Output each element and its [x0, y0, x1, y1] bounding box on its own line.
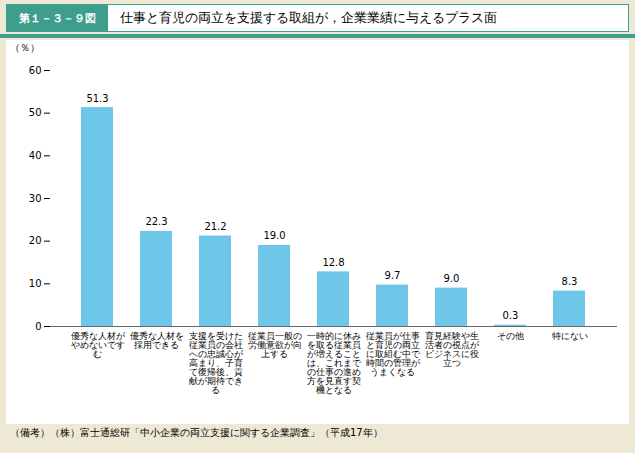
svg-text:0.3: 0.3: [503, 310, 519, 321]
svg-text:支援を受けた従業員の会社への忠誠心が高まり、子育て復帰後、貢: 支援を受けた従業員の会社への忠誠心が高まり、子育て復帰後、貢献が期待できる: [189, 331, 244, 395]
svg-text:8.3: 8.3: [562, 276, 578, 287]
svg-text:0: 0: [35, 321, 41, 332]
svg-text:（％）: （％）: [10, 42, 40, 53]
svg-text:10: 10: [29, 278, 42, 289]
html-text:（備考）（株）富士通総研「中小企業の両立支援に関する企業調査: （備考）（株）富士通総研「中小企業の両立支援に関する企業調査」（平成17年）: [10, 427, 383, 438]
svg-text:12.8: 12.8: [322, 257, 344, 268]
svg-text:育見経験や生活者の視点がビジネスに役立つ: 育見経験や生活者の視点がビジネスに役立つ: [425, 331, 480, 368]
svg-text:30: 30: [29, 193, 42, 204]
svg-text:40: 40: [29, 150, 42, 161]
svg-text:20: 20: [29, 235, 42, 246]
html-text:仕事と育児の両立を支援する取組が，企業業績に与えるプラス面: 仕事と育児の両立を支援する取組が，企業業績に与えるプラス面: [120, 10, 497, 25]
svg-text:51.3: 51.3: [86, 93, 108, 104]
svg-text:従業員が仕事と育児の両立に取組む中で時間の管理がうまくなる: 従業員が仕事と育児の両立に取組む中で時間の管理がうまくなる: [366, 331, 421, 377]
html-text:第１－３－９図: 第１－３－９図: [19, 11, 96, 25]
svg-text:9.7: 9.7: [385, 270, 401, 281]
svg-text:9.0: 9.0: [444, 273, 460, 284]
svg-text:一時的に休みを取る従業員が増えることは、これまでの仕事の進め: 一時的に休みを取る従業員が増えることは、これまでの仕事の進め方を見直す契機となる: [307, 331, 362, 395]
svg-text:21.2: 21.2: [204, 221, 226, 232]
svg-text:19.0: 19.0: [263, 230, 285, 241]
svg-text:60: 60: [29, 65, 42, 76]
svg-text:従業員一般の労働意欲が向上する: 従業員一般の労働意欲が向上する: [248, 331, 302, 359]
svg-text:特にない: 特にない: [552, 331, 588, 341]
svg-text:その他: その他: [497, 331, 524, 341]
svg-text:22.3: 22.3: [145, 216, 167, 227]
svg-text:優秀な人材を採用できる: 優秀な人材を採用できる: [130, 331, 184, 350]
svg-text:50: 50: [29, 107, 42, 118]
svg-text:優秀な人材がやめないですむ: 優秀な人材がやめないですむ: [71, 331, 126, 359]
